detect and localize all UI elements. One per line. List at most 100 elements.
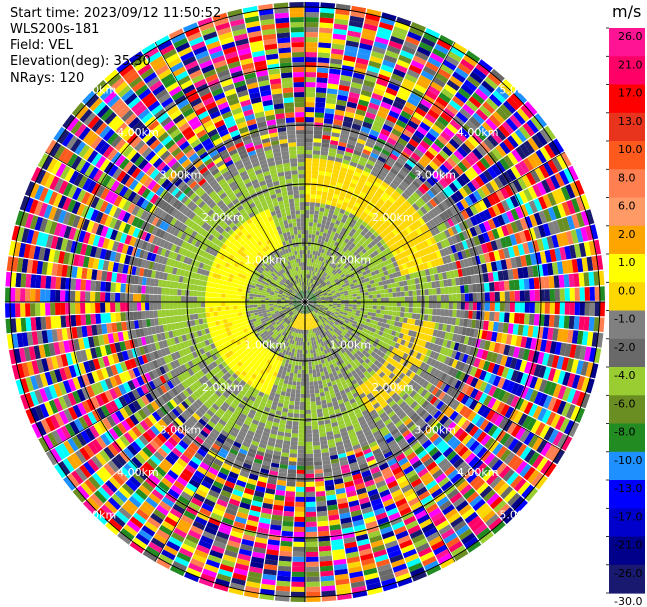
velocity-gate <box>479 157 491 169</box>
velocity-gate <box>531 134 544 149</box>
velocity-gate <box>524 101 538 116</box>
velocity-gate <box>333 28 347 36</box>
velocity-gate <box>405 492 418 502</box>
velocity-gate <box>315 247 320 252</box>
velocity-gate <box>499 104 513 118</box>
velocity-gate <box>486 472 499 486</box>
velocity-gate <box>362 317 367 322</box>
velocity-gate <box>372 256 378 262</box>
velocity-gate <box>387 185 396 193</box>
velocity-gate <box>298 429 305 434</box>
velocity-gate <box>336 416 344 422</box>
velocity-gate <box>382 192 391 200</box>
velocity-gate <box>333 223 339 229</box>
velocity-gate <box>505 356 513 368</box>
velocity-gate <box>337 314 343 319</box>
velocity-gate <box>358 177 367 185</box>
velocity-gate <box>430 104 443 116</box>
velocity-gate <box>339 260 345 266</box>
velocity-gate <box>390 256 397 263</box>
velocity-gate <box>583 241 592 257</box>
velocity-gate <box>578 242 587 257</box>
velocity-gate <box>330 320 335 325</box>
velocity-gate <box>428 308 433 315</box>
velocity-gate <box>322 215 328 221</box>
velocity-gate <box>528 278 535 290</box>
velocity-gate <box>551 234 560 248</box>
velocity-gate <box>401 403 410 412</box>
velocity-gate <box>339 280 345 284</box>
velocity-gate <box>307 305 310 309</box>
velocity-gate <box>452 294 457 302</box>
velocity-gate <box>461 449 473 461</box>
velocity-gate <box>432 302 437 309</box>
velocity-gate <box>353 188 361 195</box>
velocity-gate <box>324 307 329 310</box>
velocity-gate <box>324 108 335 115</box>
velocity-gate <box>361 320 366 325</box>
velocity-gate <box>328 322 333 326</box>
velocity-gate <box>431 315 437 323</box>
velocity-gate <box>313 300 317 302</box>
velocity-gate <box>272 454 281 460</box>
velocity-gate <box>390 341 397 347</box>
velocity-gate <box>429 350 436 359</box>
velocity-gate <box>395 349 402 356</box>
velocity-gate <box>491 228 500 240</box>
velocity-gate <box>430 511 444 523</box>
velocity-gate <box>559 417 570 433</box>
velocity-gate <box>301 373 305 378</box>
velocity-gate <box>307 304 311 308</box>
velocity-gate <box>327 292 332 295</box>
velocity-gate <box>360 423 369 430</box>
velocity-gate <box>319 274 323 279</box>
velocity-gate <box>331 319 336 323</box>
velocity-gate <box>296 341 299 346</box>
velocity-gate <box>372 448 382 456</box>
velocity-gate <box>409 455 420 466</box>
velocity-gate <box>348 308 353 312</box>
velocity-gate <box>474 128 487 141</box>
velocity-gate <box>309 291 312 296</box>
velocity-gate <box>360 440 369 448</box>
velocity-gate <box>367 272 373 278</box>
velocity-gate <box>311 170 319 175</box>
velocity-gate <box>381 12 397 22</box>
velocity-gate <box>448 138 460 150</box>
velocity-gate <box>492 216 501 228</box>
velocity-gate <box>493 479 506 493</box>
velocity-gate <box>325 220 331 226</box>
velocity-gate <box>310 307 314 311</box>
velocity-gate <box>308 226 313 231</box>
velocity-gate <box>427 315 433 322</box>
velocity-gate <box>414 251 421 259</box>
velocity-gate <box>319 12 335 19</box>
velocity-gate <box>552 205 562 220</box>
velocity-gate <box>342 357 348 363</box>
velocity-gate <box>468 247 475 257</box>
velocity-gate <box>310 287 313 292</box>
velocity-gate <box>319 22 334 29</box>
velocity-gate <box>447 317 453 325</box>
velocity-gate <box>378 281 384 286</box>
velocity-gate <box>301 369 305 374</box>
velocity-gate <box>335 261 340 267</box>
velocity-gate <box>349 237 356 243</box>
velocity-gate <box>358 364 364 371</box>
velocity-gate <box>355 385 362 392</box>
velocity-gate <box>328 303 333 305</box>
velocity-gate <box>571 213 580 229</box>
velocity-gate <box>331 330 337 335</box>
velocity-gate <box>472 443 484 456</box>
velocity-gate <box>418 409 427 418</box>
velocity-gate <box>422 439 433 450</box>
velocity-gate <box>320 223 326 229</box>
velocity-gate <box>390 516 403 526</box>
velocity-gate <box>303 313 305 318</box>
velocity-gate <box>373 347 379 354</box>
velocity-gate <box>496 503 511 517</box>
velocity-gate <box>360 367 367 374</box>
velocity-gate <box>299 349 303 354</box>
velocity-gate <box>422 94 435 105</box>
velocity-gate <box>344 480 355 488</box>
